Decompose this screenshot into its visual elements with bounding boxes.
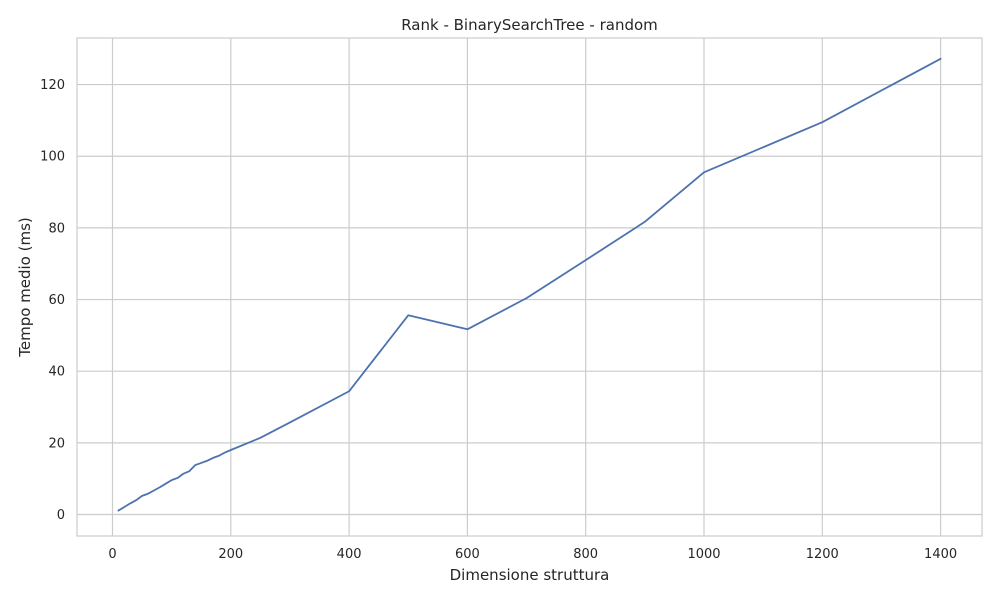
series-layer: [117, 57, 942, 512]
plot-frame: [76, 37, 983, 537]
y-tick-label: 100: [40, 150, 65, 165]
chart-title: Rank - BinarySearchTree - random: [401, 16, 658, 34]
y-tick-label: 20: [48, 436, 65, 451]
y-tick-label: 40: [48, 365, 65, 380]
grid-lines: [77, 38, 982, 536]
x-axis-label: Dimensione struttura: [450, 566, 610, 584]
y-tick-label: 0: [57, 508, 65, 523]
y-axis-label: Tempo medio (ms): [16, 217, 34, 358]
x-tick-label: 800: [573, 547, 598, 562]
x-tick-label: 0: [108, 547, 116, 562]
x-tick-label: 1200: [806, 547, 839, 562]
y-tick-labels: 0 20 40 60 80 100 120: [40, 78, 65, 523]
x-tick-label: 200: [218, 547, 243, 562]
x-tick-labels: 0 200 400 600 800 1000 1200 1400: [108, 547, 957, 562]
x-tick-label: 400: [337, 547, 362, 562]
x-tick-label: 1400: [924, 547, 957, 562]
x-tick-label: 1000: [687, 547, 720, 562]
x-tick-label: 600: [455, 547, 480, 562]
y-tick-label: 80: [48, 221, 65, 236]
y-tick-label: 120: [40, 78, 65, 93]
y-tick-label: 60: [48, 293, 65, 308]
series-line: [117, 57, 942, 512]
